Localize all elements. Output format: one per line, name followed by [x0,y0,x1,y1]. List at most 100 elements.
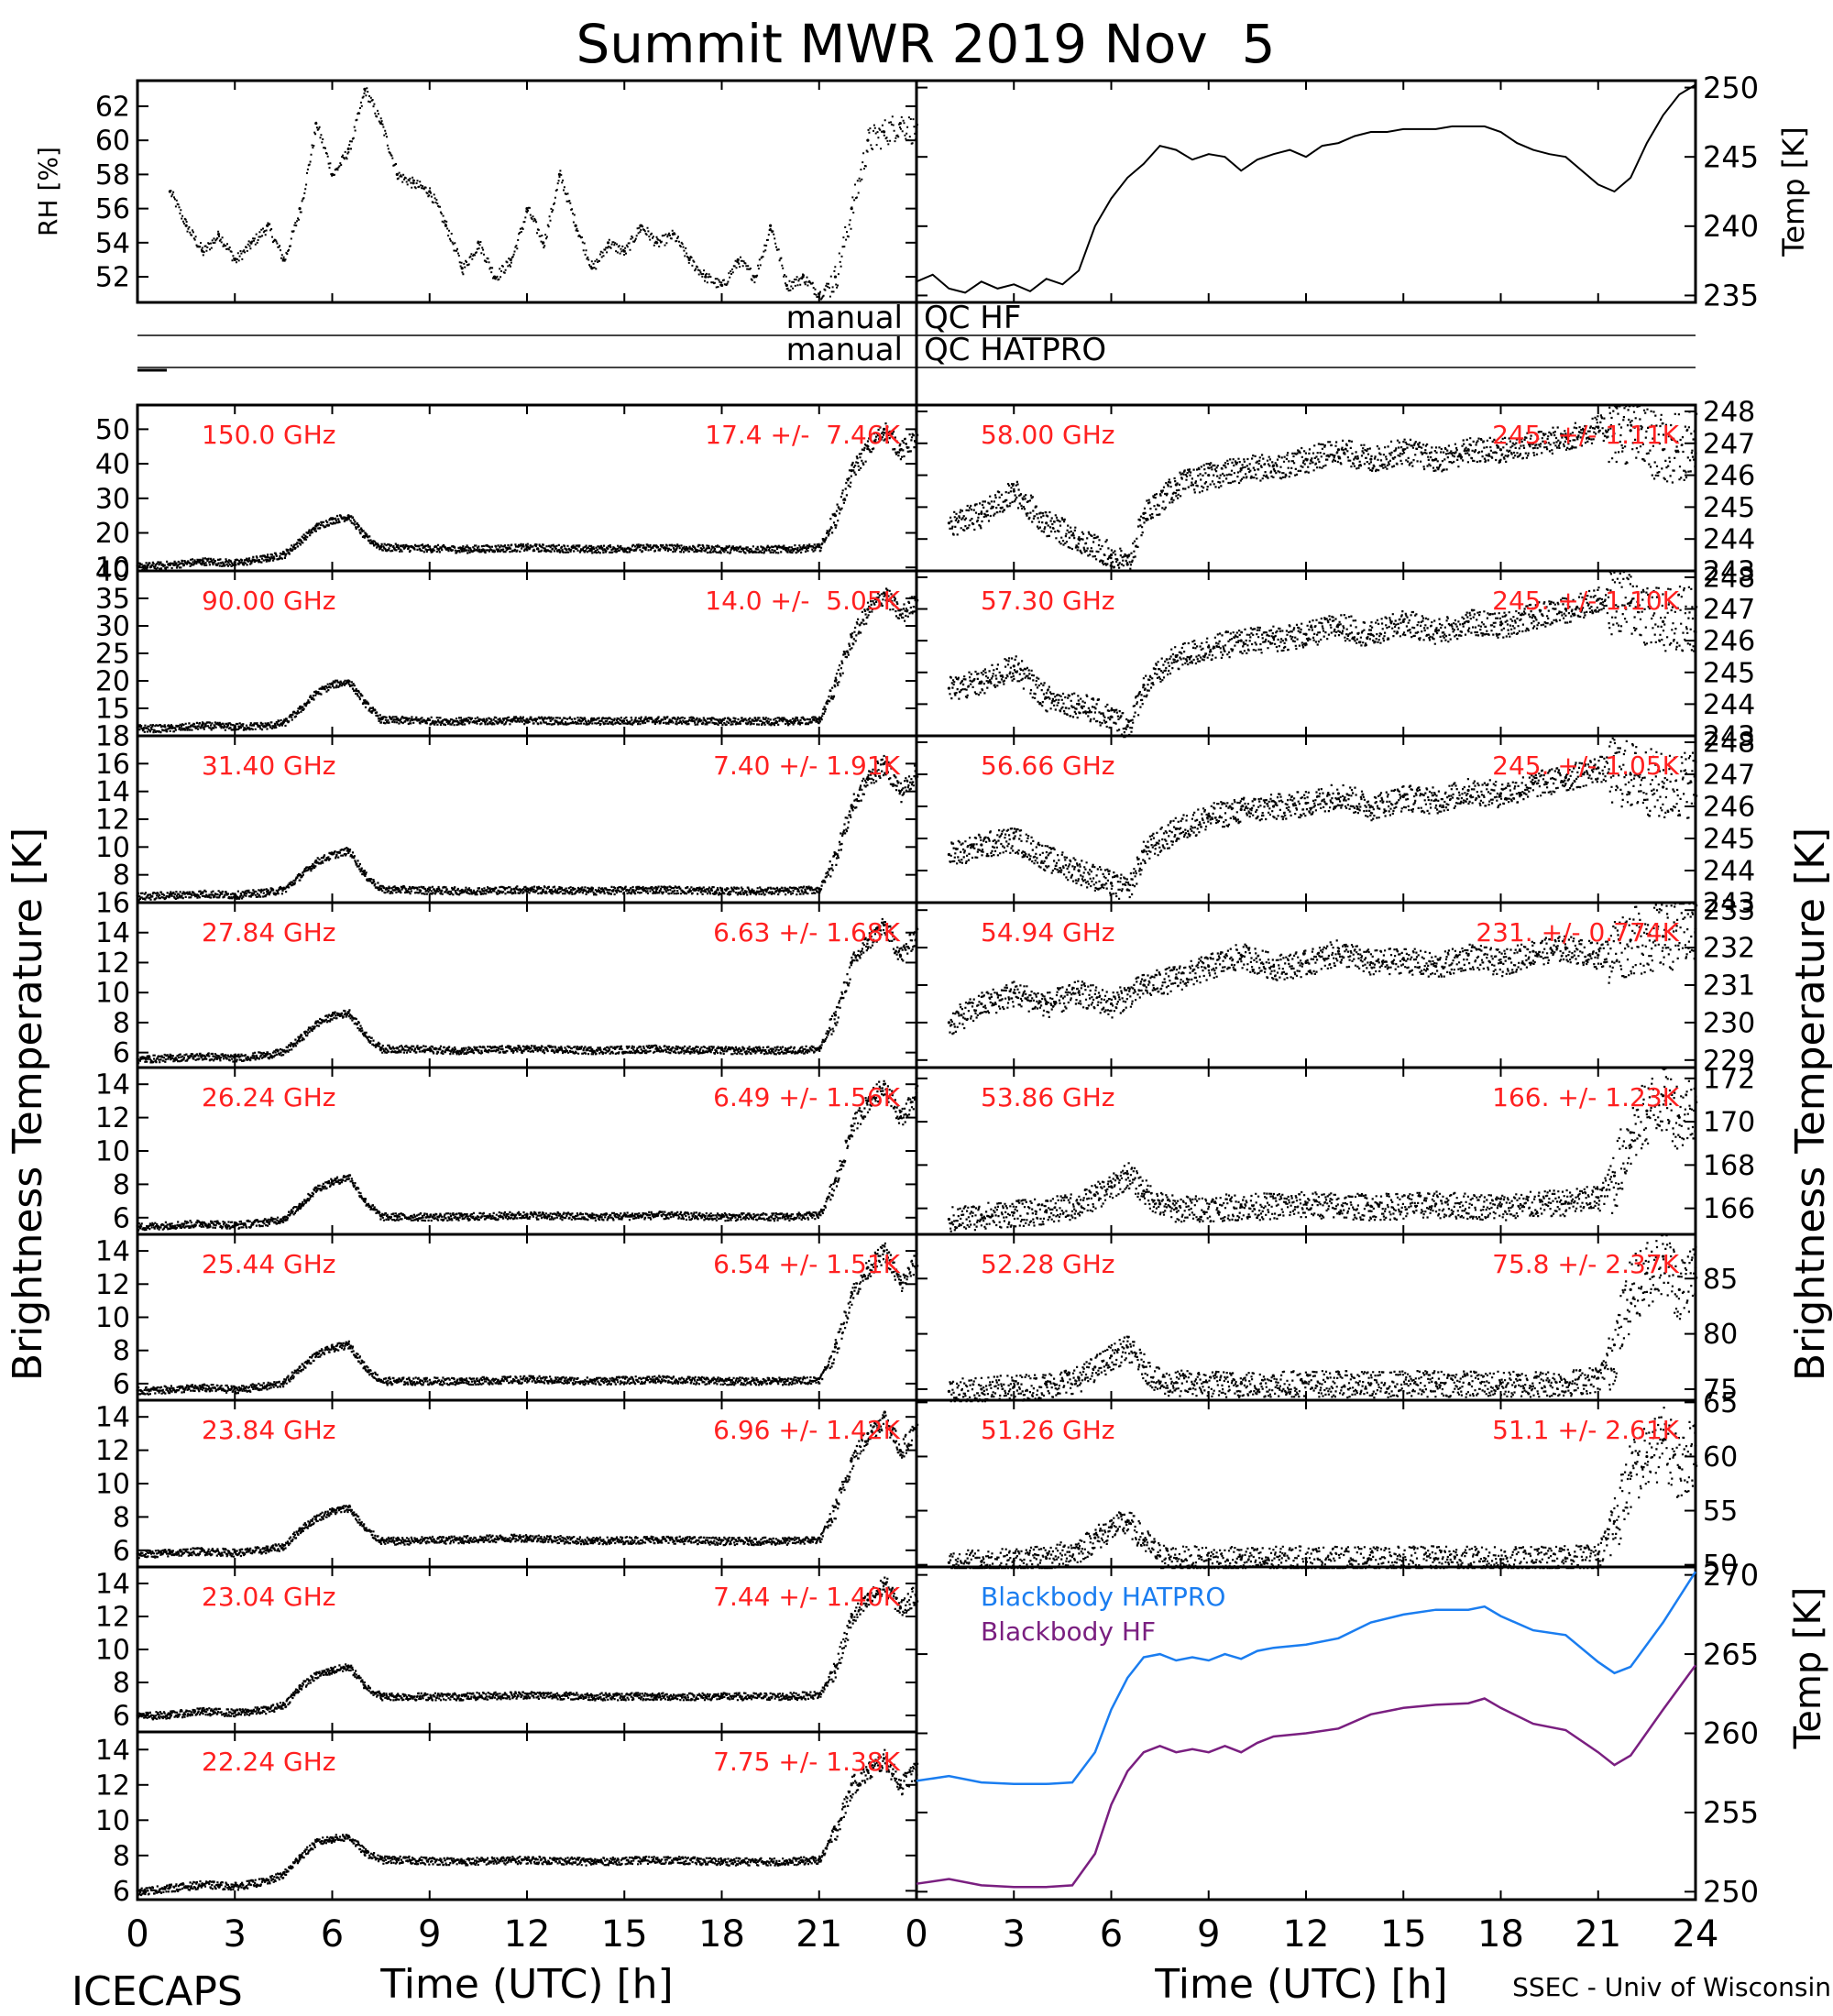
data-point [330,172,335,176]
data-point [1564,1200,1567,1204]
data-point [1369,457,1373,461]
data-point [574,224,577,227]
x-tick-label: 6 [1100,1913,1123,1956]
data-point [1597,1196,1600,1200]
data-point [719,1378,724,1382]
data-point [525,1535,529,1539]
y-tick-label: 250 [1703,71,1759,105]
data-point [719,1693,724,1697]
stats-label: 7.40 +/- 1.91K [713,751,900,781]
data-point [1045,696,1048,700]
data-point [136,564,139,567]
data-point [1401,448,1405,452]
y-tick-label: 270 [1703,1558,1759,1593]
data-point [785,1693,788,1697]
data-point [850,207,853,211]
data-point [1564,607,1567,611]
data-point [1158,1202,1162,1206]
data-point [1645,1271,1649,1275]
data-point [1498,1204,1503,1208]
data-point [525,1046,529,1050]
y-tick-label: 12 [95,1769,130,1802]
data-point [719,283,724,287]
data-point [363,1200,367,1203]
data-point [1271,464,1276,467]
data-point [833,514,838,518]
data-point [395,172,399,176]
data-point [1271,805,1276,808]
series-points [947,1234,1698,1403]
data-point [346,679,350,683]
data-point [168,562,172,566]
data-point [655,1212,659,1216]
data-point [947,1389,951,1393]
data-point [233,724,236,728]
data-point [1142,1189,1146,1193]
left-ylabel: Brightness Temperature [K] [5,827,51,1381]
data-point [1174,976,1178,980]
data-point [460,1378,464,1382]
rh-panel [136,79,918,304]
data-point [363,87,367,91]
y-tick-label: 231 [1703,970,1755,1003]
data-point [395,1539,399,1542]
y-tick-label: 12 [95,805,130,837]
y-tick-label: 168 [1703,1150,1755,1182]
data-point [590,1047,594,1051]
data-point [363,1365,367,1369]
data-point [785,718,788,722]
data-point [866,444,870,448]
data-point [704,275,708,279]
data-point [655,1693,659,1697]
data-point [1158,1554,1162,1558]
data-point [1336,949,1341,953]
series-points [168,87,918,301]
data-point [980,843,983,847]
data-point [1629,601,1632,605]
x-tick-label: 18 [1477,1913,1524,1956]
x-tick-label: 9 [418,1913,441,1956]
data-point [184,224,188,227]
data-point [1597,1552,1600,1556]
data-point [719,888,724,892]
frequency-label: 27.84 GHz [202,917,336,948]
data-point [266,1879,269,1882]
data-point [233,560,236,564]
x-tick-label: 3 [224,1913,247,1956]
data-point [525,718,529,721]
data-point [168,1055,172,1059]
y-tick-label: 248 [1703,396,1755,428]
y-tick-label: 12 [95,1269,130,1301]
x-tick-label: 15 [1380,1913,1427,1956]
y-tick-label: 247 [1703,428,1755,460]
y-tick-label: 250 [1703,1875,1759,1910]
data-point [298,1365,302,1369]
frequency-label: 56.66 GHz [981,751,1115,781]
data-point [1661,448,1665,452]
data-point [330,852,335,856]
data-point [233,1883,236,1888]
series-points [947,571,1698,739]
data-point [444,224,448,227]
rh-ylabel: RH [%] [33,147,63,236]
data-point [363,534,367,538]
data-point [330,1668,335,1671]
data-point [395,1214,399,1218]
data-point [379,718,383,721]
data-point [395,1857,399,1861]
data-point [1109,882,1114,885]
data-point [980,511,983,515]
data-point [314,1839,318,1844]
data-point [752,275,756,279]
data-point [363,701,367,705]
data-point [1304,1202,1308,1206]
data-point [882,427,886,431]
y-tick-label: 245 [1703,139,1759,174]
data-point [1531,442,1535,445]
data-point [818,1857,821,1861]
data-point [606,241,610,245]
x-tick-label: 24 [1673,1913,1719,1956]
stats-label: 166. +/- 1.23K [1492,1082,1679,1112]
data-point [233,1386,236,1390]
qc-hatpro-name: QC HATPRO [924,332,1106,368]
